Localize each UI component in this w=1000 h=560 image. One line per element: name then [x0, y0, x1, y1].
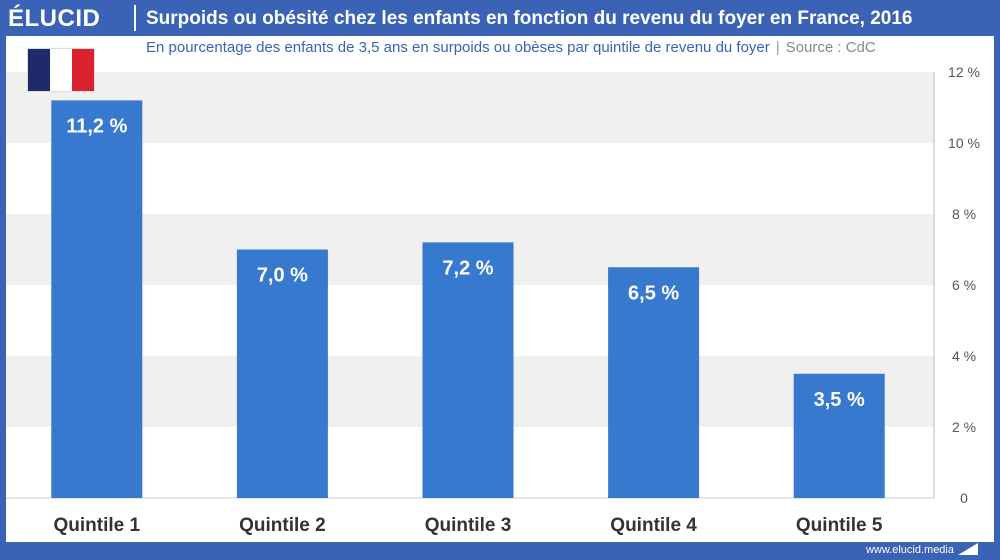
flag-stripe-white: [50, 49, 72, 91]
y-tick-label: 4 %: [952, 348, 976, 364]
chart-panel: En pourcentage des enfants de 3,5 ans en…: [6, 36, 994, 542]
source-label: Source : CdC: [785, 39, 876, 56]
bar-1: [51, 100, 143, 499]
france-flag-icon: [28, 49, 94, 91]
bar-3: [422, 242, 514, 498]
header-divider: [134, 5, 136, 31]
footer-url[interactable]: www.elucid.media: [865, 544, 954, 556]
bar-chart: 0 2 % 4 % 6 % 8 % 10 % 12 % 11,2 % Quintile 1 7,0…: [6, 64, 980, 536]
bar-4: [608, 267, 700, 498]
grid-band: [6, 72, 934, 143]
subtitle-text: En pourcentage des enfants de 3,5 ans en…: [146, 39, 770, 56]
flag-stripe-blue: [28, 49, 50, 91]
elucid-logo[interactable]: ÉLUCID: [8, 5, 101, 32]
data-label: 6,5 %: [628, 282, 679, 304]
y-tick-label: 12 %: [948, 64, 980, 80]
data-label: 11,2 %: [66, 115, 127, 137]
y-tick-label: 10 %: [948, 135, 980, 151]
y-tick-label: 2 %: [952, 419, 976, 435]
x-tick-label: Quintile 1: [54, 515, 141, 536]
y-tick-label: 6 %: [952, 277, 976, 293]
x-tick-label: Quintile 4: [610, 515, 697, 536]
data-label: 7,2 %: [442, 257, 493, 279]
x-tick-label: Quintile 2: [239, 515, 326, 536]
elucid-mark-icon: [958, 543, 978, 555]
bar-5: [793, 373, 885, 498]
bar-2: [236, 249, 328, 498]
x-tick-label: Quintile 5: [796, 515, 883, 536]
x-tick-label: Quintile 3: [425, 515, 512, 536]
y-tick-label: 0: [960, 490, 968, 506]
data-label: 7,0 %: [257, 265, 308, 287]
subtitle-separator: |: [775, 39, 780, 56]
chart-subtitle: En pourcentage des enfants de 3,5 ans en…: [146, 39, 876, 56]
data-label: 3,5 %: [814, 389, 865, 411]
grid-band: [6, 143, 934, 214]
flag-stripe-red: [72, 49, 94, 91]
y-tick-label: 8 %: [952, 206, 976, 222]
chart-title: Surpoids ou obésité chez les enfants en …: [146, 8, 913, 29]
header-bar: ÉLUCID Surpoids ou obésité chez les enfa…: [0, 0, 1000, 36]
